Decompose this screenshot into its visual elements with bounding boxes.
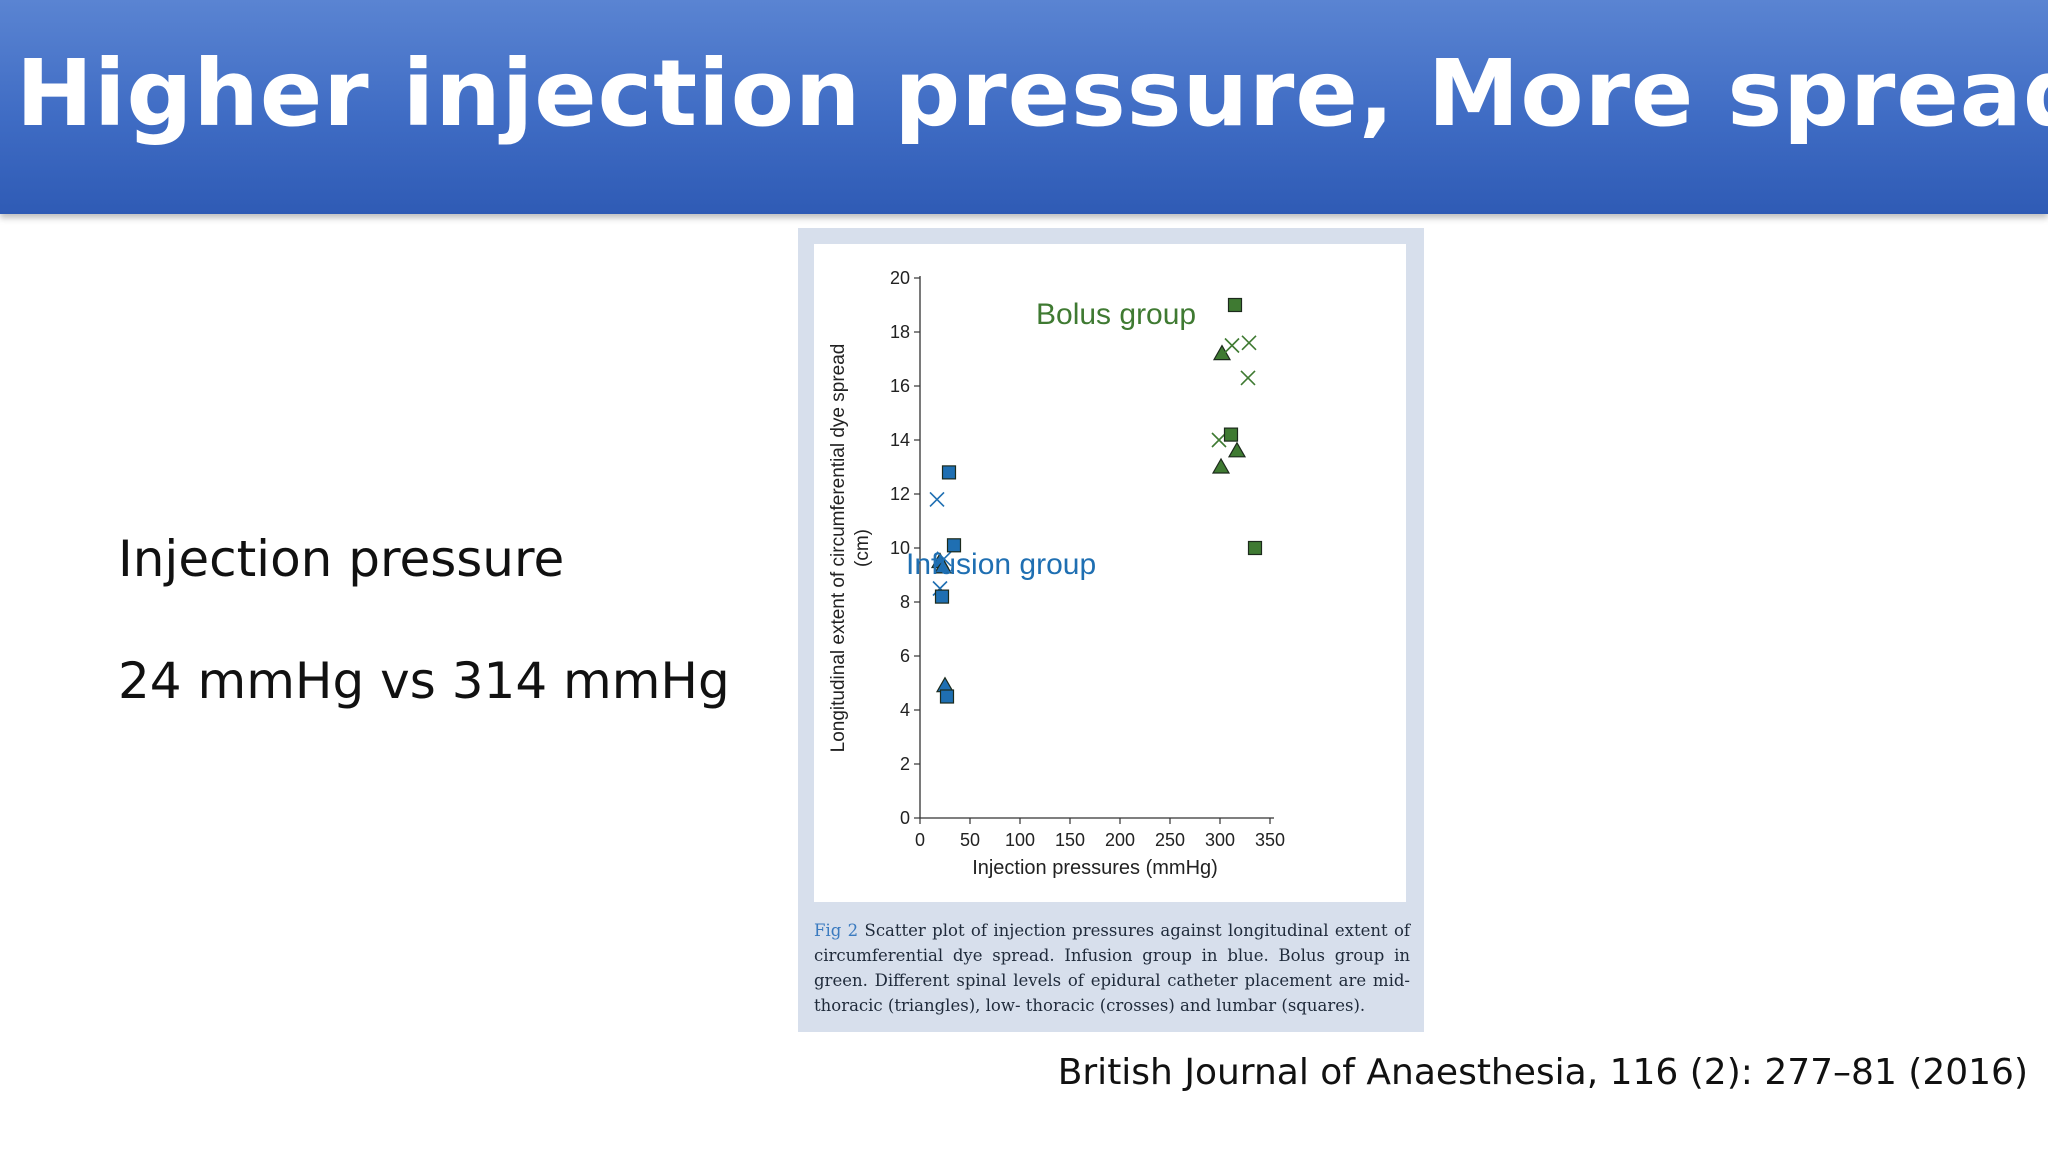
y-tick-label: 12 (890, 484, 910, 504)
figure-panel: 0 2 4 6 8 10 12 14 16 18 20 0 50 100 150 200 250 300 350 I… (798, 228, 1424, 1032)
body-text-line-2: 24 mmHg vs 314 mmHg (118, 652, 730, 710)
infusion-square-point (939, 689, 955, 704)
bolus-group-annotation: Bolus group (1036, 298, 1196, 331)
x-tick-label: 250 (1155, 830, 1185, 850)
x-tick-label: 100 (1005, 830, 1035, 850)
figure-label: Fig 2 (814, 921, 859, 940)
chart-marks (929, 297, 1263, 704)
figure-caption: Fig 2 Scatter plot of injection pressure… (814, 918, 1410, 1018)
y-tick-label: 0 (900, 808, 910, 828)
body-text-line-1: Injection pressure (118, 530, 565, 588)
bolus-square-point (1223, 427, 1239, 442)
x-tick-label: 50 (960, 830, 980, 850)
infusion-group-annotation: Infusion group (906, 548, 1096, 581)
x-tick-label: 350 (1255, 830, 1285, 850)
chart-axes (919, 276, 1274, 819)
title-banner: Higher injection pressure, More spread (0, 0, 2048, 214)
y-tick-label: 18 (890, 322, 910, 342)
bolus-triangle-point (1211, 457, 1231, 474)
bolus-square-point (1227, 297, 1243, 313)
x-tick-label: 150 (1055, 830, 1085, 850)
y-tick-label: 6 (900, 646, 910, 666)
y-tick-label: 20 (890, 268, 910, 288)
y-tick-label: 14 (890, 430, 910, 450)
y-tick-label: 4 (900, 700, 910, 720)
bolus-square-point (1247, 540, 1263, 556)
bolus-cross-point (1241, 335, 1257, 351)
y-tick-label: 8 (900, 592, 910, 612)
x-tick-label: 200 (1105, 830, 1135, 850)
y-tick-label: 2 (900, 754, 910, 774)
plot-panel: 0 2 4 6 8 10 12 14 16 18 20 0 50 100 150 200 250 300 350 I… (814, 244, 1406, 902)
infusion-square-point (934, 589, 950, 604)
bolus-cross-point (1240, 370, 1256, 386)
figure-caption-text: Scatter plot of injection pressures agai… (814, 921, 1411, 1015)
infusion-square-point (946, 538, 962, 553)
infusion-cross-point (936, 551, 952, 567)
bolus-triangle-point (1227, 441, 1247, 458)
y-axis-title: Longitudinal extent of circumferential d… (828, 344, 873, 753)
bolus-cross-point (1224, 337, 1240, 354)
x-axis-title: Injection pressures (mmHg) (972, 857, 1218, 879)
slide-title: Higher injection pressure, More spread (16, 40, 2048, 147)
bolus-cross-point (1211, 432, 1227, 448)
chart-labels: Injection pressures (mmHg) Longitudinal e… (828, 298, 1218, 879)
x-tick-label: 300 (1205, 830, 1235, 850)
y-tick-label: 16 (890, 376, 910, 396)
citation: British Journal of Anaesthesia, 116 (2):… (1057, 1052, 2028, 1093)
y-tick-label: 10 (890, 538, 910, 558)
x-tick-label: 0 (915, 830, 925, 850)
infusion-cross-point (929, 491, 945, 507)
bolus-triangle-point (1212, 344, 1232, 361)
infusion-triangle-point (933, 557, 953, 574)
infusion-square-point (941, 465, 957, 480)
